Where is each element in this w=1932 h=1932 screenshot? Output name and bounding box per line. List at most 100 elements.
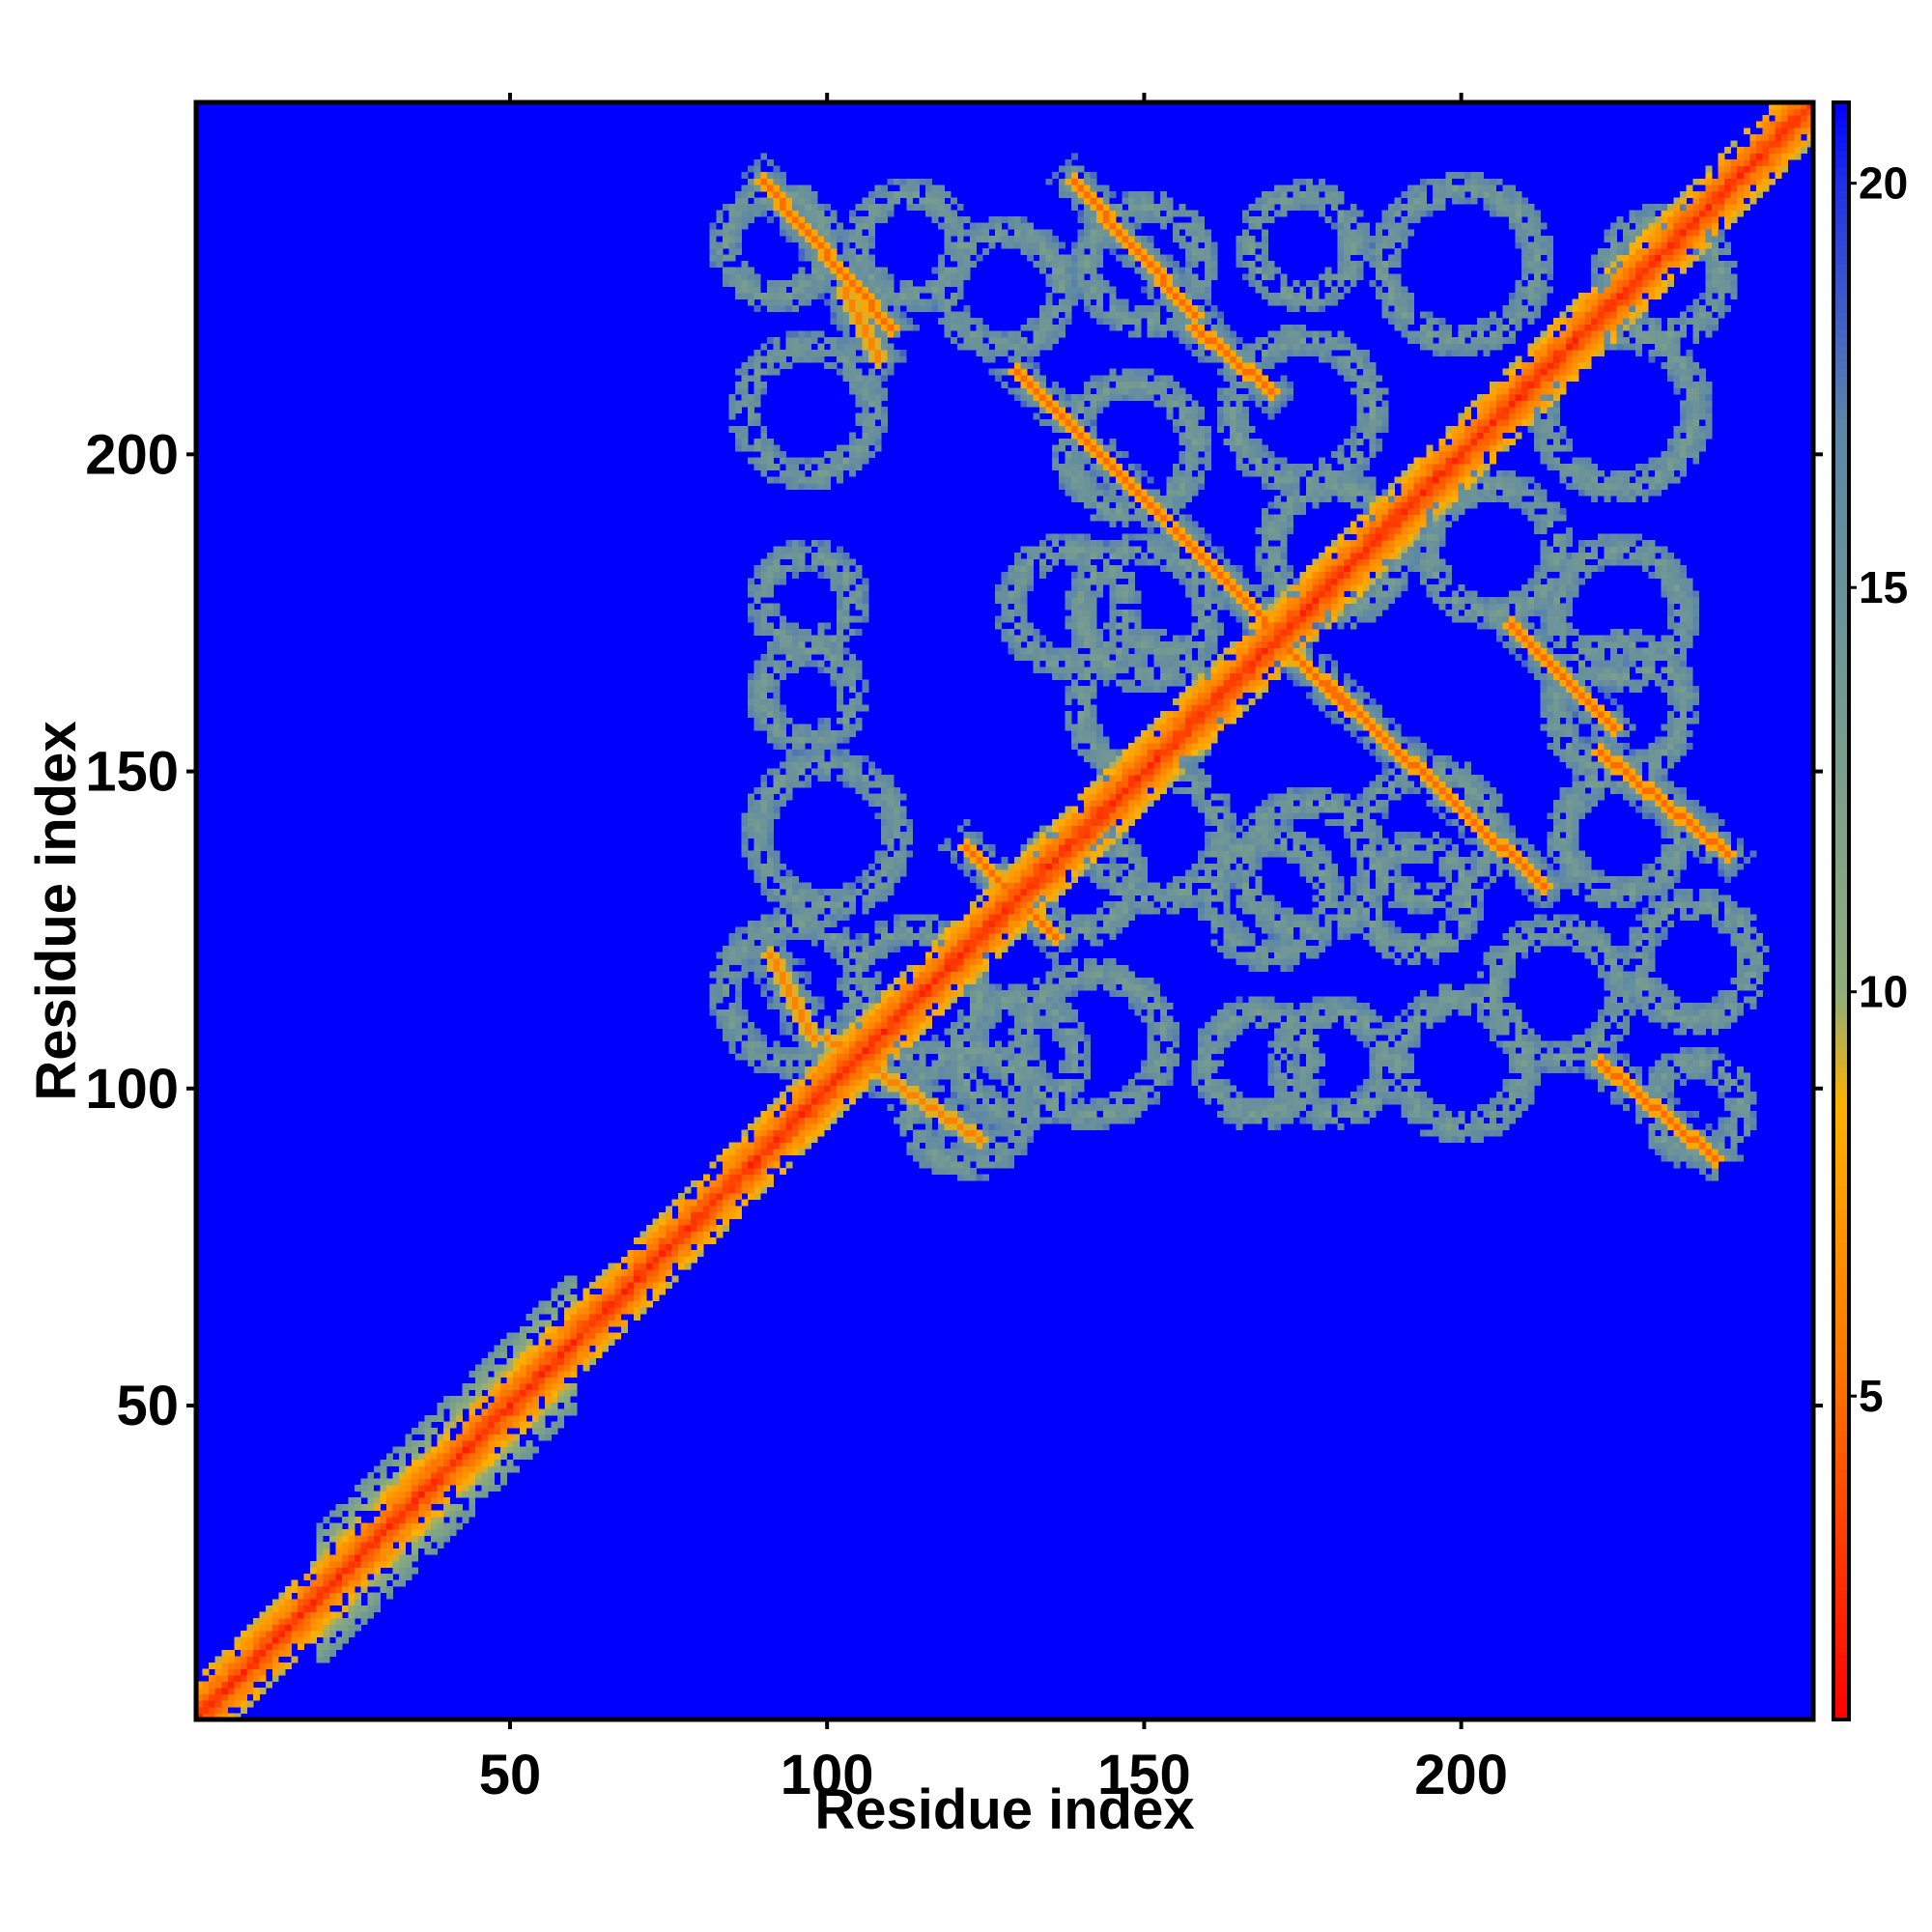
heatmap-cell	[1293, 1047, 1300, 1055]
heatmap-cell	[652, 1231, 660, 1238]
heatmap-cell	[278, 1611, 286, 1619]
heatmap-cell	[1204, 907, 1211, 915]
heatmap-cell	[1287, 1021, 1294, 1029]
heatmap-cell	[1508, 1009, 1516, 1016]
heatmap-cell	[531, 1364, 539, 1372]
heatmap-cell	[760, 1186, 768, 1194]
heatmap-cell	[1204, 1078, 1211, 1086]
heatmap-cell	[810, 939, 818, 947]
heatmap-cell	[1648, 958, 1656, 966]
heatmap-cell	[367, 1592, 375, 1600]
heatmap-cell	[1058, 977, 1065, 984]
heatmap-cell	[1084, 964, 1092, 972]
heatmap-cell	[1001, 1122, 1009, 1130]
heatmap-cell	[919, 1053, 926, 1061]
heatmap-cell	[1001, 914, 1009, 922]
heatmap-cell	[1274, 939, 1281, 947]
heatmap-cell	[956, 1097, 964, 1105]
heatmap-cell	[1711, 889, 1719, 895]
heatmap-cell	[931, 990, 939, 998]
heatmap-cell	[855, 1047, 863, 1055]
heatmap-cell	[728, 1040, 736, 1048]
heatmap-cell	[1490, 990, 1497, 998]
heatmap-cell	[1730, 1129, 1738, 1137]
heatmap-cell	[976, 1015, 983, 1023]
heatmap-cell	[1654, 1003, 1662, 1010]
heatmap-cell	[1426, 1009, 1434, 1016]
heatmap-cell	[1039, 1078, 1047, 1086]
heatmap-cell	[1648, 895, 1656, 902]
heatmap-cell	[437, 1497, 444, 1505]
heatmap-cell	[1749, 1092, 1757, 1099]
heatmap-cell	[1749, 958, 1757, 966]
heatmap-cell	[1635, 1092, 1643, 1099]
heatmap-cell	[1604, 977, 1611, 984]
heatmap-cell	[1026, 926, 1034, 934]
heatmap-cell	[1648, 996, 1656, 1004]
heatmap-cell	[1495, 1003, 1503, 1010]
heatmap-cell	[399, 1560, 407, 1568]
heatmap-cell	[1077, 1078, 1085, 1086]
heatmap-cell	[341, 1503, 349, 1511]
heatmap-cell	[1508, 971, 1516, 979]
heatmap-cell	[1096, 1104, 1104, 1112]
heatmap-cell	[1419, 1092, 1427, 1099]
heatmap-cell	[303, 1592, 311, 1600]
heatmap-cell	[1737, 977, 1745, 984]
heatmap-cell	[1609, 1047, 1617, 1055]
heatmap-cell	[798, 895, 806, 902]
heatmap-cell	[551, 1428, 558, 1435]
heatmap-cell	[1540, 882, 1548, 890]
heatmap-cell	[1438, 1117, 1446, 1124]
heatmap-cell	[380, 1579, 387, 1587]
heatmap-cell	[1597, 1035, 1605, 1041]
heatmap-cell	[1376, 1104, 1382, 1112]
heatmap-cell	[1680, 1015, 1688, 1023]
heatmap-cell	[1090, 875, 1097, 883]
heatmap-cell	[867, 1035, 875, 1041]
heatmap-cell	[969, 996, 977, 1004]
heatmap-cell	[855, 996, 863, 1004]
heatmap-cell	[1058, 1078, 1065, 1086]
heatmap-cell	[1166, 1003, 1174, 1010]
heatmap-cell	[405, 1503, 412, 1511]
heatmap-cell	[1013, 1104, 1021, 1112]
heatmap-cell	[221, 1693, 229, 1701]
heatmap-cell	[316, 1542, 324, 1549]
heatmap-cell	[716, 1180, 724, 1187]
heatmap-cell	[214, 1688, 222, 1695]
heatmap-cell	[748, 920, 755, 927]
heatmap-cell	[748, 1021, 755, 1029]
heatmap-cell	[1001, 1110, 1009, 1118]
heatmap-cell	[1565, 882, 1573, 890]
heatmap-cell	[1039, 990, 1047, 998]
heatmap-cell	[430, 1485, 438, 1492]
heatmap-cell	[741, 946, 749, 953]
heatmap-cell	[1261, 958, 1268, 966]
heatmap-cell	[328, 1643, 336, 1651]
heatmap-cell	[709, 1218, 717, 1226]
heatmap-cell	[1134, 983, 1142, 991]
heatmap-cell	[1667, 1136, 1674, 1144]
heatmap-cell	[1248, 1003, 1256, 1010]
heatmap-cell	[1052, 1009, 1060, 1016]
heatmap-cell	[1039, 1060, 1047, 1067]
heatmap-cell	[1198, 1060, 1206, 1067]
heatmap-cell	[506, 1389, 514, 1397]
heatmap-cell	[1654, 1085, 1662, 1093]
heatmap-cell	[1026, 875, 1034, 883]
heatmap-cell	[1413, 1040, 1421, 1048]
heatmap-cell	[1128, 914, 1135, 922]
heatmap-cell	[519, 1389, 526, 1397]
heatmap-cell	[792, 1015, 800, 1023]
heatmap-cell	[652, 1268, 660, 1276]
heatmap-cell	[1020, 1085, 1028, 1093]
heatmap-cell	[924, 1047, 932, 1055]
heatmap-cell	[449, 1453, 457, 1461]
heatmap-cell	[646, 1275, 654, 1283]
heatmap-cell	[1223, 1003, 1231, 1010]
heatmap-cell	[323, 1656, 330, 1663]
heatmap-cell	[963, 1060, 971, 1067]
heatmap-cell	[1052, 1104, 1060, 1112]
heatmap-cell	[246, 1668, 254, 1676]
